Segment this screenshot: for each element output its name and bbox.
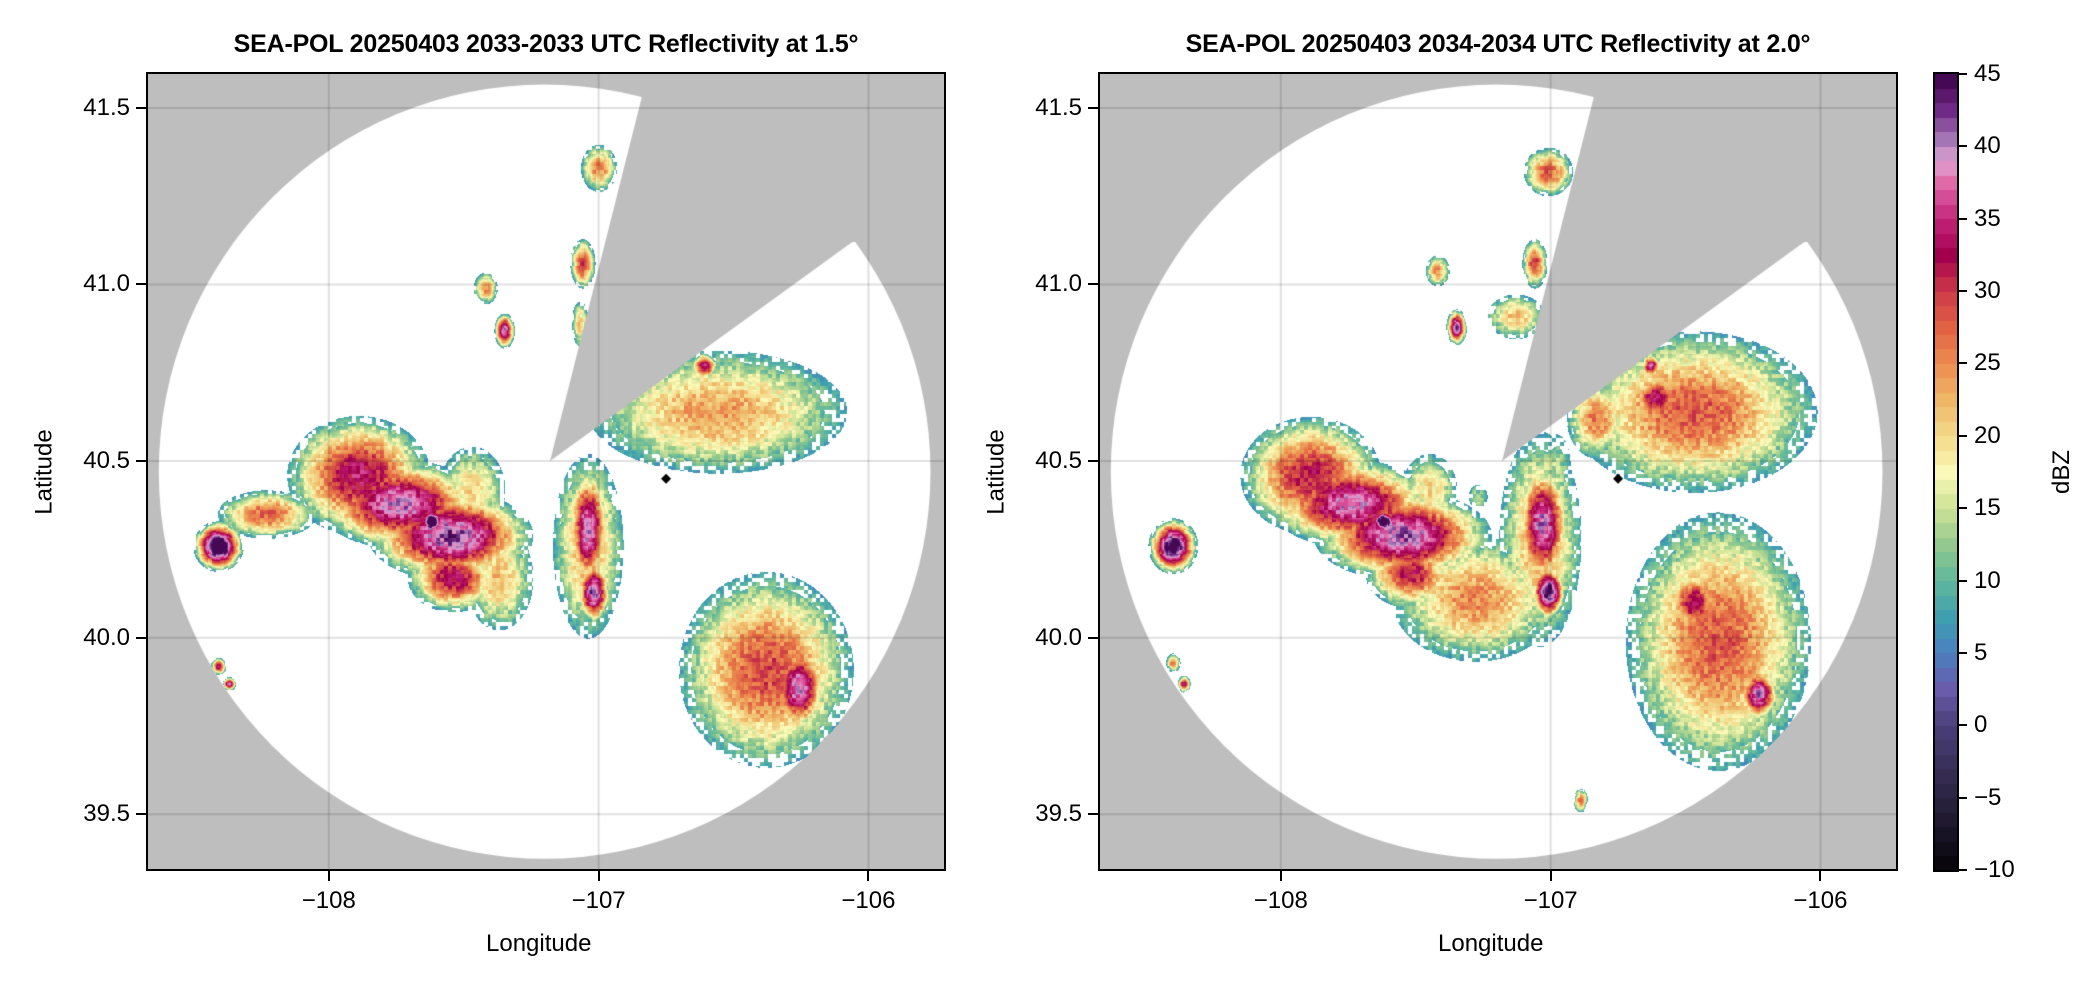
left-y-axis-label: Latitude [30, 429, 58, 515]
colorbar-tick-mark [1959, 507, 1967, 510]
right-radar-plot [1098, 72, 1898, 871]
right-y-tick-mark [1088, 106, 1098, 109]
left-y-tick-mark [136, 636, 146, 639]
right-y-tick-mark [1088, 283, 1098, 286]
left-radar-canvas [148, 74, 944, 869]
left-y-tick-mark [136, 813, 146, 816]
left-y-tick-label: 41.5 [83, 93, 130, 121]
colorbar-tick-mark [1959, 796, 1967, 799]
right-y-tick-label: 41.0 [1035, 270, 1082, 298]
left-y-tick-mark [136, 283, 146, 286]
colorbar-tick-label: 10 [1974, 566, 2001, 594]
colorbar-tick-label: 15 [1974, 494, 2001, 522]
left-x-tick-label: −108 [301, 887, 356, 914]
colorbar-tick-mark [1959, 73, 1967, 75]
colorbar-tick-label: 20 [1974, 421, 2001, 449]
colorbar [1933, 72, 1959, 872]
colorbar-tick-label: 35 [1974, 204, 2001, 232]
left-x-tick-mark [327, 871, 330, 881]
right-y-tick-label: 41.5 [1035, 93, 1082, 121]
right-x-axis-label: Longitude [1438, 930, 1544, 957]
right-y-tick-mark [1088, 636, 1098, 639]
right-x-tick-mark [1279, 871, 1282, 881]
colorbar-label: dBZ [2048, 449, 2076, 495]
right-x-tick-mark [1819, 871, 1822, 881]
left-y-tick-label: 41.0 [83, 270, 130, 298]
right-radar-canvas [1100, 74, 1896, 869]
left-x-tick-label: −106 [841, 887, 896, 914]
colorbar-tick-mark [1959, 217, 1967, 220]
colorbar-tick-mark [1959, 651, 1967, 654]
right-y-tick-mark [1088, 460, 1098, 463]
colorbar-tick-label: 5 [1974, 638, 1988, 666]
colorbar-tick-label: −5 [1974, 783, 2002, 811]
colorbar-tick-label: 25 [1974, 349, 2001, 377]
left-radar-plot [146, 72, 946, 871]
colorbar-tick-mark [1959, 362, 1967, 365]
left-x-tick-mark [597, 871, 600, 881]
left-x-axis-label: Longitude [486, 930, 592, 957]
colorbar-tick-mark [1959, 579, 1967, 582]
colorbar-tick-label: 45 [1974, 60, 2001, 87]
right-y-tick-mark [1088, 813, 1098, 816]
left-y-tick-label: 40.5 [83, 447, 130, 475]
left-y-tick-label: 40.0 [83, 623, 130, 651]
right-y-axis-label: Latitude [982, 429, 1010, 515]
right-x-tick-label: −106 [1793, 887, 1848, 914]
colorbar-tick-mark [1959, 869, 1967, 871]
right-y-tick-label: 39.5 [1035, 800, 1082, 828]
colorbar-tick-mark [1959, 434, 1967, 437]
right-x-tick-label: −108 [1253, 887, 1308, 914]
left-x-tick-mark [867, 871, 870, 881]
colorbar-tick-label: 30 [1974, 277, 2001, 305]
left-y-tick-mark [136, 460, 146, 463]
colorbar-tick-mark [1959, 145, 1967, 148]
colorbar-tick-label: −10 [1974, 856, 2015, 883]
colorbar-gradient [1935, 74, 1957, 870]
right-y-tick-label: 40.0 [1035, 623, 1082, 651]
colorbar-tick-label: 0 [1974, 711, 1988, 739]
left-y-tick-label: 39.5 [83, 800, 130, 828]
left-x-tick-label: −107 [571, 887, 626, 914]
colorbar-tick-mark [1959, 724, 1967, 727]
right-y-tick-label: 40.5 [1035, 447, 1082, 475]
right-plot-title: SEA-POL 20250403 2034-2034 UTC Reflectiv… [1185, 30, 1811, 58]
left-y-tick-mark [136, 106, 146, 109]
colorbar-tick-label: 40 [1974, 132, 2001, 160]
right-x-tick-label: −107 [1523, 887, 1578, 914]
colorbar-tick-mark [1959, 290, 1967, 293]
left-plot-title: SEA-POL 20250403 2033-2033 UTC Reflectiv… [233, 30, 859, 58]
right-x-tick-mark [1549, 871, 1552, 881]
